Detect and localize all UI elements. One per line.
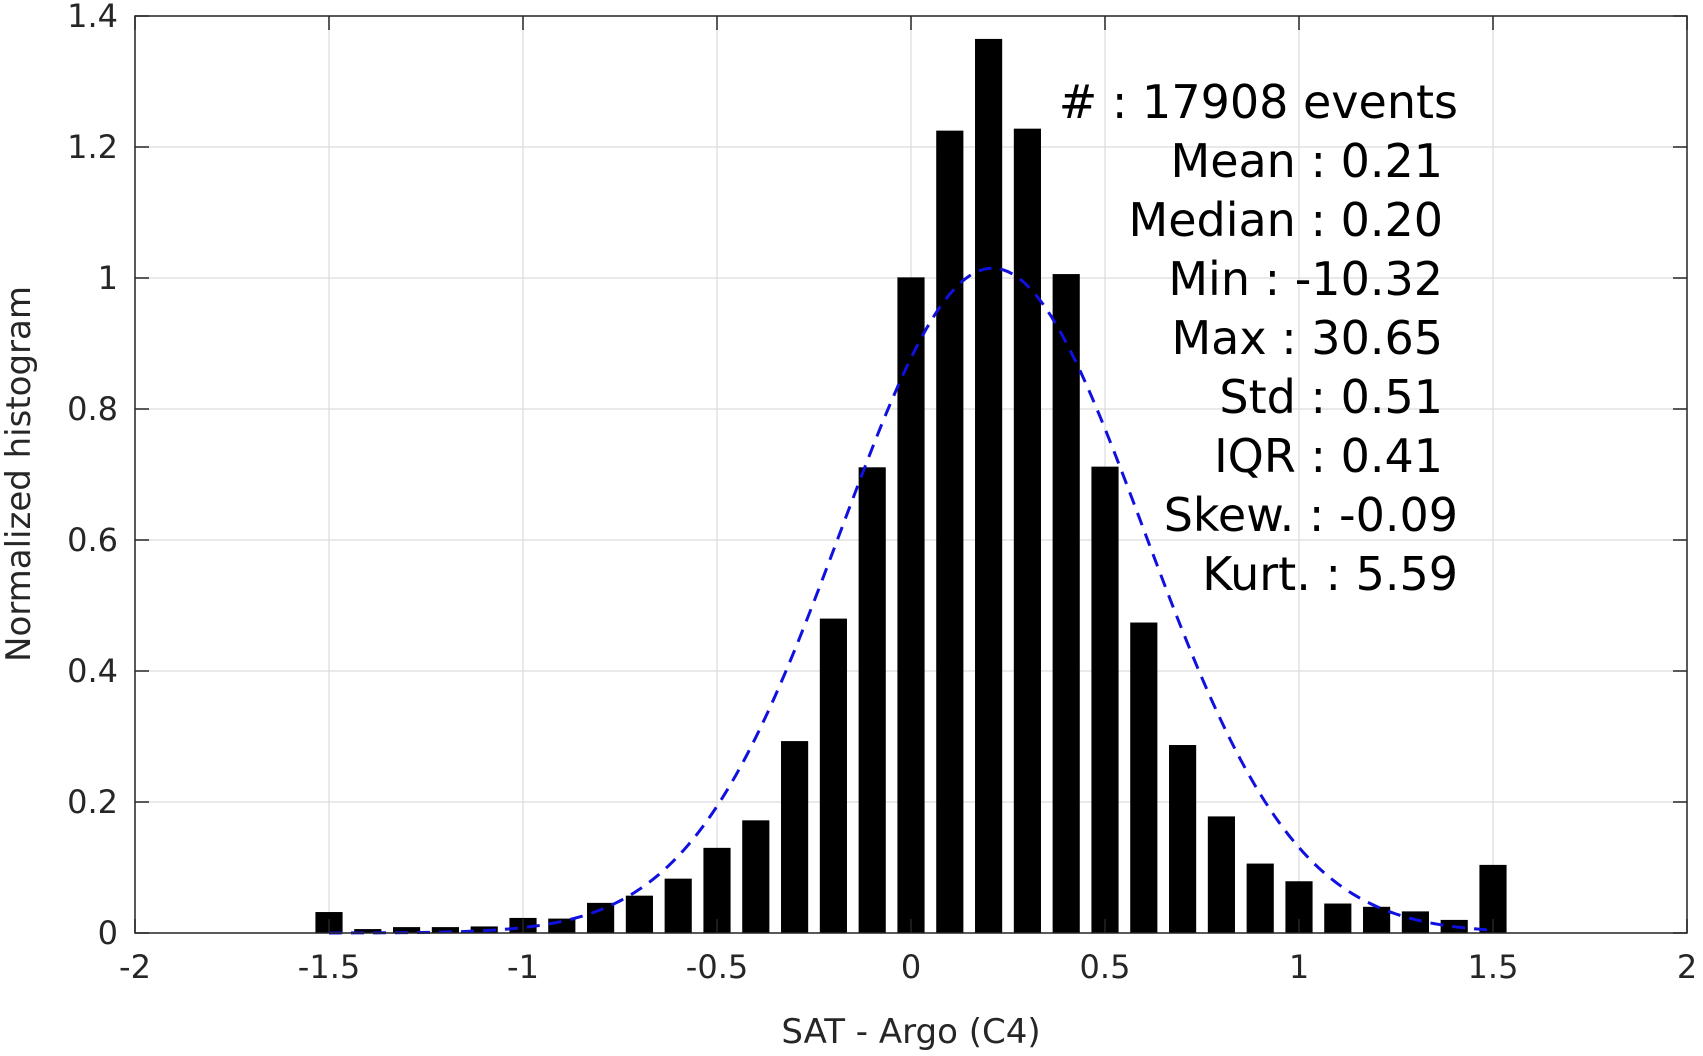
x-tick-label: -1 — [507, 948, 539, 986]
x-tick-label: 0 — [901, 948, 921, 986]
x-tick-label: -1.5 — [298, 948, 360, 986]
x-tick-labels: -2 -1.5 -1 -0.5 0 0.5 1 1.5 2 — [119, 948, 1697, 986]
histogram-bar — [1130, 622, 1158, 933]
x-tick-label: -2 — [119, 948, 151, 986]
histogram-bar — [548, 918, 576, 933]
y-tick-label: 0.6 — [67, 521, 118, 559]
histogram-bar — [742, 820, 770, 933]
histogram-bar — [1052, 274, 1080, 933]
axis-ticks — [134, 15, 1688, 934]
x-tick-label: 1.5 — [1468, 948, 1519, 986]
histogram-bar — [664, 878, 692, 933]
histogram-bar — [1363, 906, 1391, 933]
x-axis-label: SAT - Argo (C4) — [781, 1012, 1040, 1052]
stat-line: Max : 30.65 — [1171, 311, 1443, 365]
y-tick-label: 1.2 — [67, 128, 118, 166]
y-tick-label: 0.4 — [67, 652, 118, 690]
stat-line: Kurt. : 5.59 — [1202, 547, 1458, 601]
stat-line: Std : 0.51 — [1219, 370, 1443, 424]
y-tick-label: 1.4 — [67, 0, 118, 35]
histogram-bar — [431, 927, 459, 933]
y-tick-labels: 0 0.2 0.4 0.6 0.8 1 1.2 1.4 — [67, 0, 118, 952]
histogram-bar — [703, 847, 731, 933]
stat-line: Median : 0.20 — [1129, 193, 1443, 247]
histogram-bar — [1324, 903, 1352, 933]
y-axis-label: Normalized histogram — [0, 286, 39, 662]
stat-line: IQR : 0.41 — [1214, 429, 1443, 483]
x-tick-label: -0.5 — [686, 948, 748, 986]
histogram-bar — [781, 741, 809, 933]
stat-line: Min : -10.32 — [1168, 252, 1443, 306]
histogram-bar — [625, 895, 653, 933]
histogram-bar — [819, 618, 847, 933]
histogram-bar — [897, 277, 925, 934]
histogram-bar — [1169, 745, 1197, 933]
histogram-bar — [587, 902, 615, 933]
y-tick-label: 0.8 — [67, 390, 118, 428]
histogram-bar — [975, 38, 1003, 934]
x-tick-label: 2 — [1677, 948, 1697, 986]
histogram-bar — [354, 929, 382, 933]
x-tick-label: 0.5 — [1080, 948, 1131, 986]
stat-line: Skew. : -0.09 — [1164, 488, 1458, 542]
histogram-bar — [858, 467, 886, 933]
histogram-bar — [1013, 128, 1041, 933]
x-tick-label: 1 — [1289, 948, 1309, 986]
histogram-bar — [936, 130, 964, 933]
y-tick-label: 0 — [98, 914, 118, 952]
y-tick-label: 0.2 — [67, 783, 118, 821]
histogram-bar — [393, 927, 421, 933]
histogram-bar — [1401, 911, 1429, 933]
stat-line: Mean : 0.21 — [1171, 134, 1444, 188]
histogram-bar — [1091, 466, 1119, 933]
stat-line: # : 17908 events — [1059, 75, 1458, 129]
histogram-bar — [1246, 863, 1274, 933]
y-tick-label: 1 — [98, 259, 118, 297]
histogram-bar — [1207, 816, 1235, 933]
